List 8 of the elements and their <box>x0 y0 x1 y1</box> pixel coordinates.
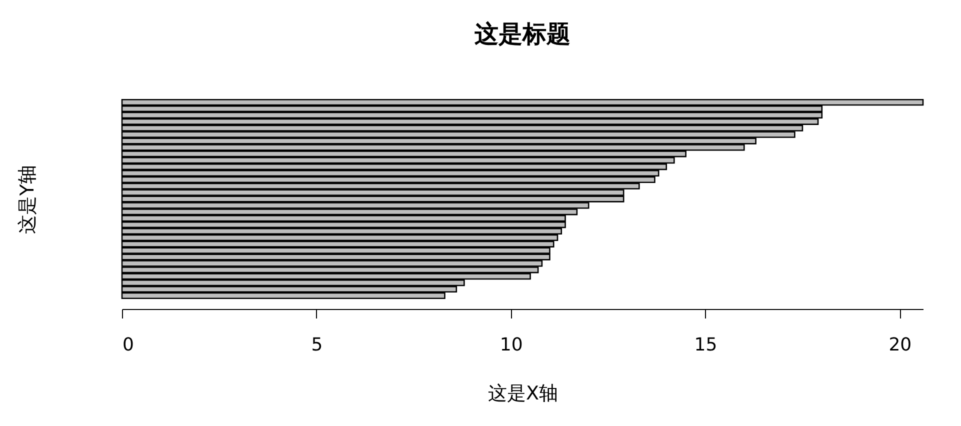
chart-title: 这是标题 <box>474 18 570 48</box>
x-tick-label: 10 <box>500 334 523 356</box>
x-axis-title: 这是X轴 <box>488 382 558 404</box>
x-tick-label: 20 <box>888 334 912 356</box>
x-tick-label: 0 <box>122 334 134 356</box>
x-tick-label: 15 <box>694 334 718 356</box>
x-tick-label: 5 <box>311 334 323 356</box>
y-axis-title: 这是Y轴 <box>16 165 38 234</box>
